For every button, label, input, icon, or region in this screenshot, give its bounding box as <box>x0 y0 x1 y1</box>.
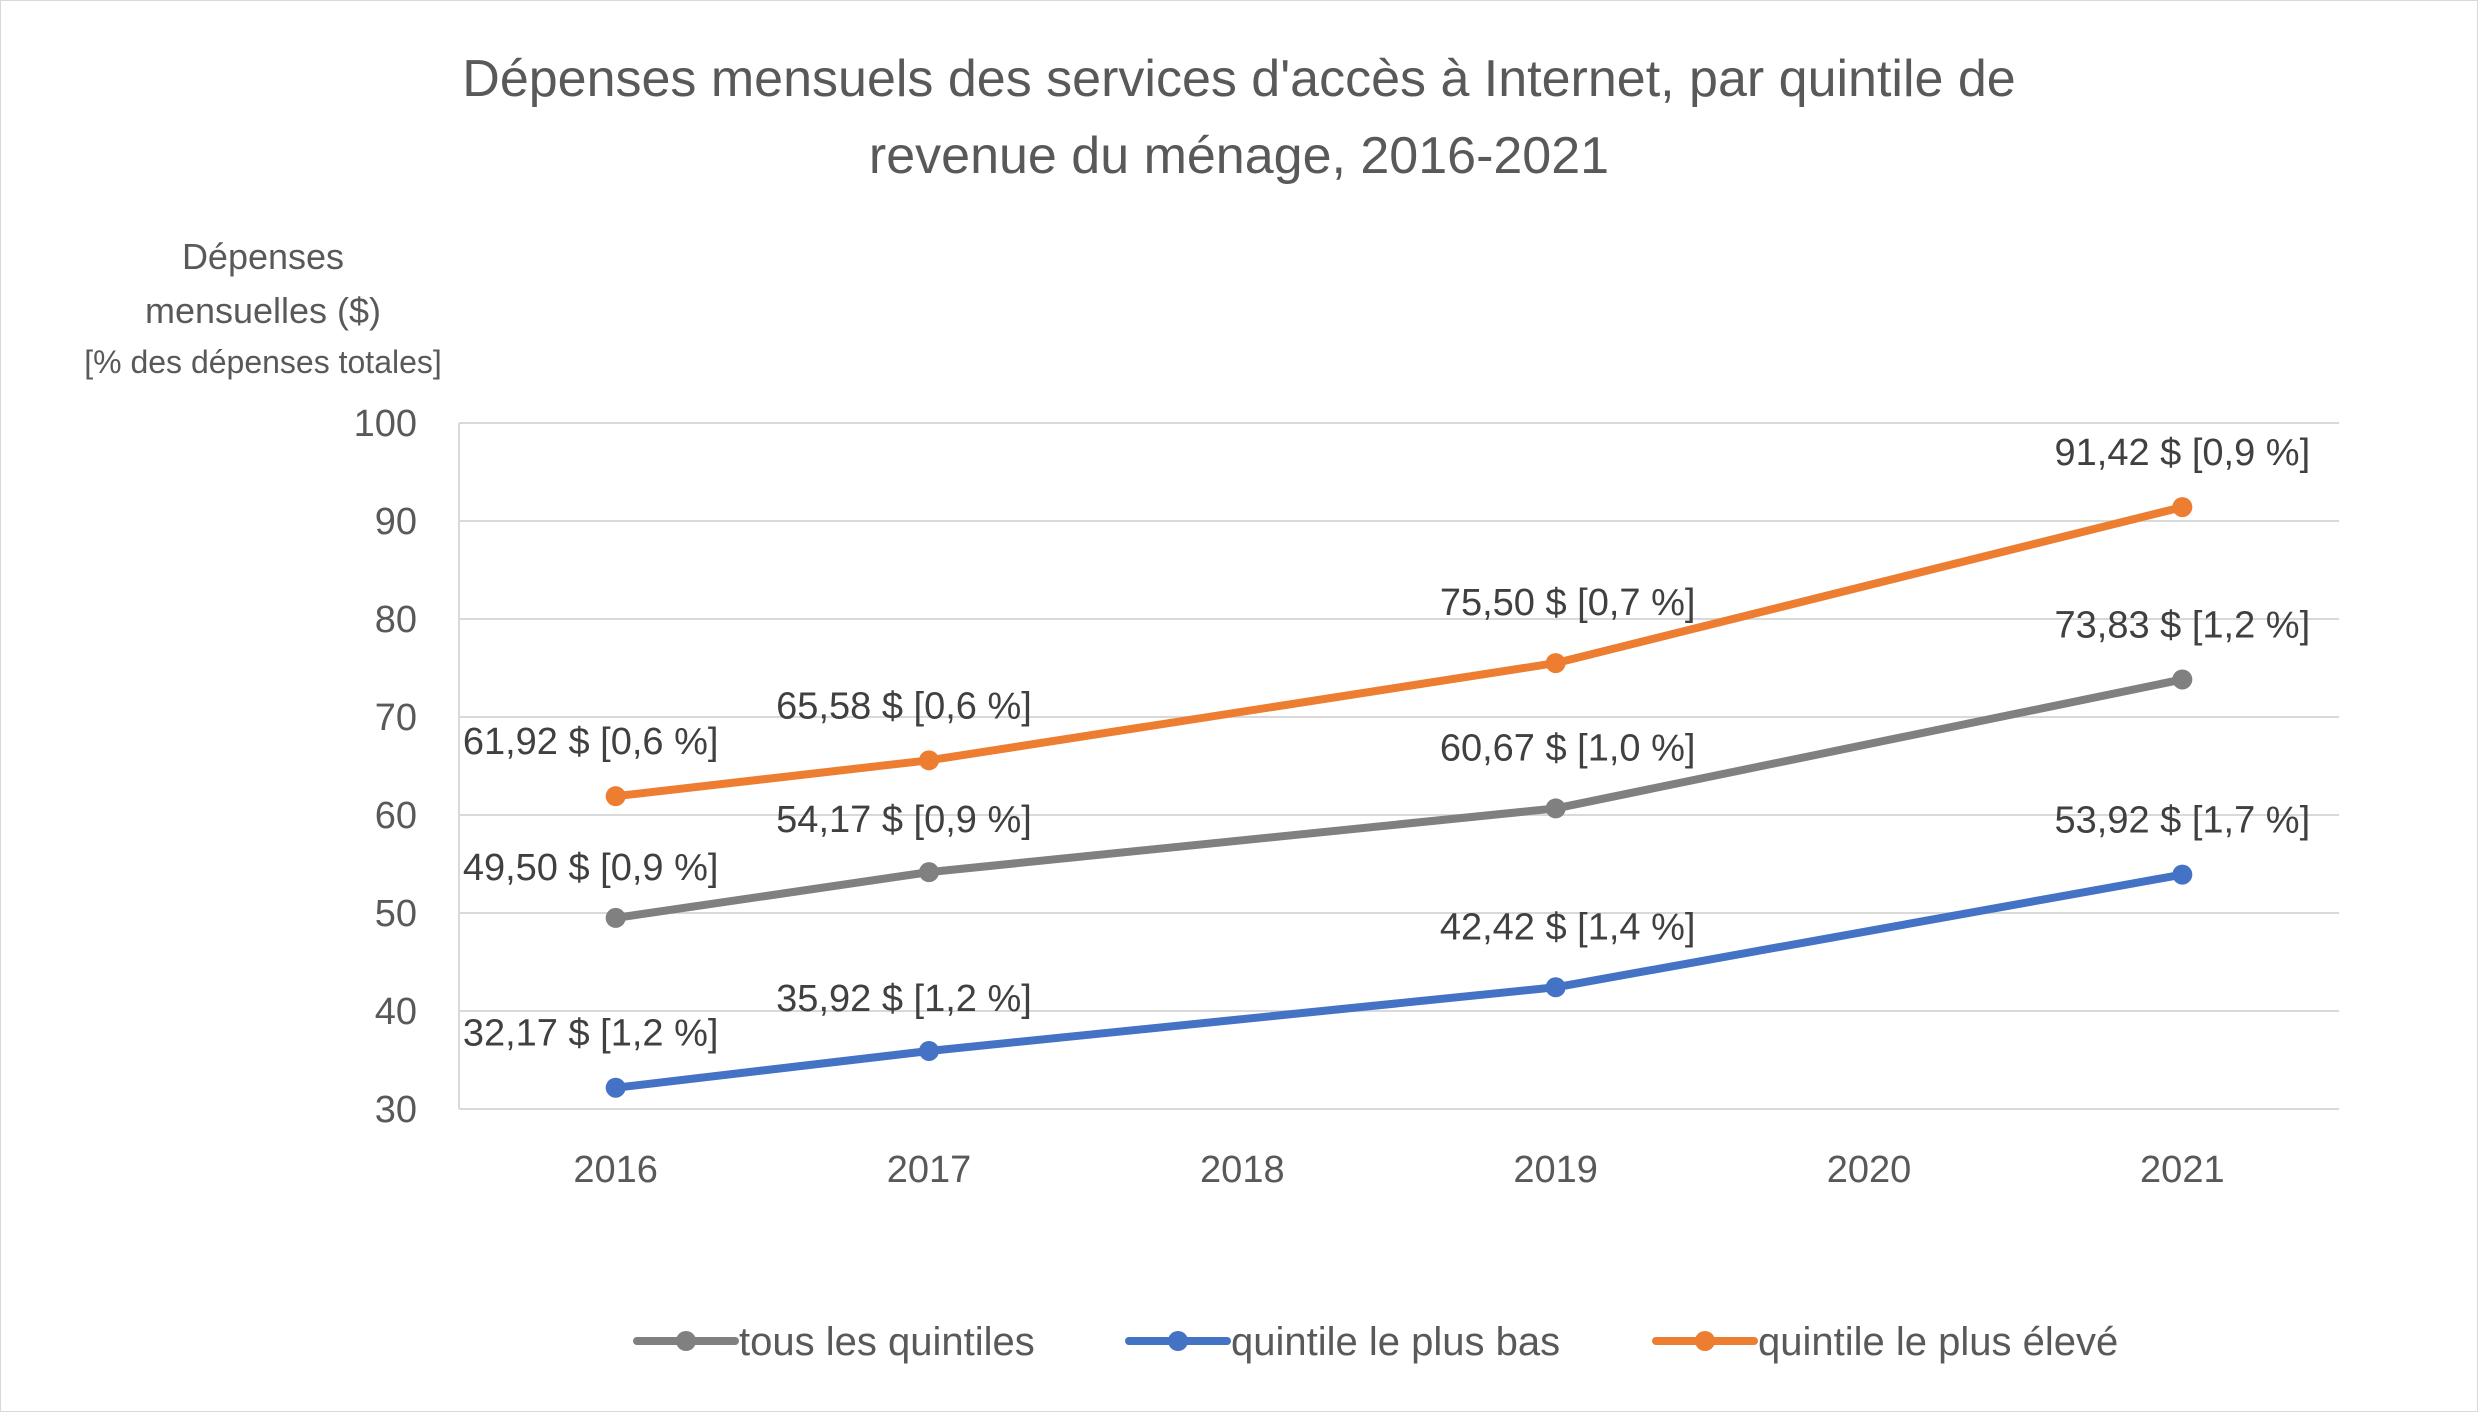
data-label: 42,42 $ [1,4 %] <box>1440 906 1696 948</box>
legend-marker-0 <box>676 1331 696 1351</box>
series-line-2 <box>611 503 2187 801</box>
series-line-1 <box>611 870 2187 1092</box>
data-point <box>919 750 939 771</box>
y-axis-label-line-3: [% des dépenses totales] <box>84 344 442 380</box>
x-tick-label: 2021 <box>2140 1149 2225 1191</box>
data-point <box>919 862 939 883</box>
data-label: 32,17 $ [1,2 %] <box>463 1013 719 1055</box>
y-tick-label: 40 <box>375 991 417 1033</box>
legend-marker-2 <box>1695 1331 1715 1351</box>
x-tick-label: 2016 <box>573 1149 658 1191</box>
data-point <box>919 1040 939 1061</box>
legend-label: quintile le plus élevé <box>1758 1320 2118 1364</box>
x-axis-ticks: 2016 2017 2018 2019 2020 2021 <box>573 1149 2224 1191</box>
y-axis-label-line-2: mensuelles ($) <box>145 290 381 331</box>
data-point <box>605 1077 626 1098</box>
y-tick-label: 80 <box>375 599 417 641</box>
y-axis-label-line-1: Dépenses <box>182 236 344 277</box>
data-point <box>2172 864 2193 885</box>
y-tick-label: 70 <box>375 697 417 739</box>
gridlines <box>458 422 2339 1110</box>
y-tick-label: 30 <box>375 1089 417 1131</box>
y-tick-label: 100 <box>354 403 417 445</box>
legend-marker-1 <box>1168 1331 1188 1351</box>
x-tick-label: 2017 <box>887 1149 972 1191</box>
series-line-0 <box>611 675 2187 922</box>
series-layer <box>605 497 2193 1098</box>
data-point <box>605 786 626 807</box>
data-label: 65,58 $ [0,6 %] <box>776 685 1032 727</box>
data-label: 91,42 $ [0,9 %] <box>2055 432 2311 474</box>
legend-label: tous les quintiles <box>739 1320 1035 1364</box>
data-label: 60,67 $ [1,0 %] <box>1440 727 1696 769</box>
data-point <box>1545 798 1566 819</box>
chart-title-line-1: Dépenses mensuels des services d'accès à… <box>462 50 2015 108</box>
data-label: 75,50 $ [0,7 %] <box>1440 582 1696 624</box>
legend-label: quintile le plus bas <box>1231 1320 1560 1364</box>
y-tick-label: 90 <box>375 501 417 543</box>
data-label: 61,92 $ [0,6 %] <box>463 721 719 763</box>
data-label: 49,50 $ [0,9 %] <box>463 847 719 889</box>
y-tick-label: 60 <box>375 795 417 837</box>
x-tick-label: 2020 <box>1827 1149 1912 1191</box>
data-point <box>605 907 626 928</box>
data-point <box>2172 669 2193 690</box>
x-tick-label: 2019 <box>1513 1149 1598 1191</box>
data-label: 73,83 $ [1,2 %] <box>2055 604 2311 646</box>
data-point <box>1545 653 1566 674</box>
data-label: 54,17 $ [0,9 %] <box>776 799 1032 841</box>
chart-title-line-2: revenue du ménage, 2016-2021 <box>869 127 1609 185</box>
x-tick-label: 2018 <box>1200 1149 1285 1191</box>
data-point <box>2172 497 2193 518</box>
data-labels: 49,50 $ [0,9 %] 54,17 $ [0,9 %] 60,67 $ [1… <box>463 432 2310 1055</box>
data-label: 35,92 $ [1,2 %] <box>776 978 1032 1020</box>
y-tick-label: 50 <box>375 893 417 935</box>
legend: tous les quintiles quintile le plus bas qu… <box>633 1320 2118 1364</box>
data-label: 53,92 $ [1,7 %] <box>2055 800 2311 842</box>
y-axis-ticks: 30 40 50 60 70 80 90 100 <box>354 403 417 1131</box>
data-point <box>1545 977 1566 998</box>
